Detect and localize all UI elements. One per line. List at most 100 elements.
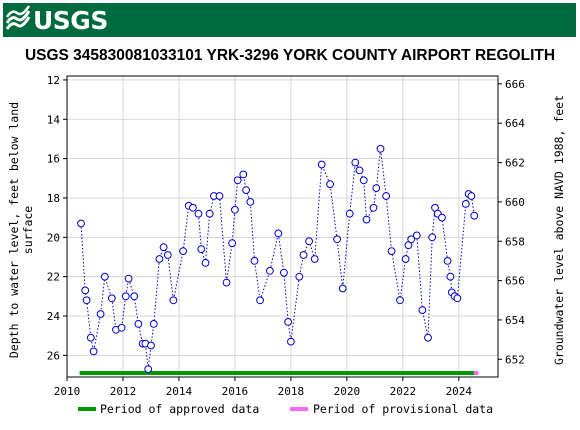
data-point xyxy=(134,320,143,328)
grid-lines xyxy=(66,76,498,377)
y-tick-label-left: 20 xyxy=(47,231,60,244)
y-axis-label-left-line2: surface xyxy=(21,206,35,255)
data-point xyxy=(284,318,293,326)
legend: Period of approved data Period of provisi… xyxy=(78,402,493,416)
y-tick-label-right: 658 xyxy=(505,235,525,248)
x-tick-label: 2020 xyxy=(334,385,361,398)
data-point xyxy=(86,333,95,342)
data-point xyxy=(446,272,455,281)
y-tick-label-right: 652 xyxy=(505,353,525,366)
x-tick-label: 2012 xyxy=(110,385,137,398)
plot-frame xyxy=(66,75,499,378)
data-point xyxy=(461,200,470,208)
chart-title: USGS 345830081033101 YRK-3296 YORK COUNT… xyxy=(25,47,555,64)
data-point xyxy=(159,243,168,252)
data-point xyxy=(81,286,90,295)
data-point xyxy=(239,170,248,179)
data-point xyxy=(438,213,446,222)
data-point xyxy=(215,192,224,200)
data-point xyxy=(382,192,391,200)
data-point xyxy=(407,235,416,244)
data-point xyxy=(179,247,188,256)
data-point xyxy=(310,255,319,263)
data-point xyxy=(147,341,155,350)
data-point xyxy=(362,215,371,224)
x-tick-label: 2016 xyxy=(222,385,249,398)
data-point xyxy=(305,237,314,246)
data-point xyxy=(326,180,335,189)
data-point xyxy=(107,294,116,303)
data-point xyxy=(396,296,404,305)
y-tick-label-right: 664 xyxy=(505,117,525,130)
data-point xyxy=(256,296,265,305)
data-point xyxy=(418,306,427,315)
data-point xyxy=(424,333,432,342)
data-point xyxy=(376,144,385,153)
data-point xyxy=(117,323,126,332)
data-point xyxy=(194,209,203,218)
data-point xyxy=(169,296,178,305)
data-series xyxy=(77,144,479,374)
data-point xyxy=(100,272,109,281)
x-tick-label: 2018 xyxy=(278,385,305,398)
data-point xyxy=(287,337,295,346)
data-point xyxy=(201,259,210,267)
data-point xyxy=(470,211,479,220)
data-point xyxy=(149,320,158,328)
y-tick-label-left: 18 xyxy=(47,192,60,205)
data-point xyxy=(369,203,378,212)
data-point xyxy=(443,257,452,265)
data-point xyxy=(163,251,172,259)
data-point xyxy=(359,176,368,185)
y-tick-label-right: 662 xyxy=(505,157,525,170)
data-point xyxy=(295,272,304,281)
data-point xyxy=(355,166,364,175)
y-axis-label-right: Groundwater level above NAVD 1988, feet xyxy=(552,95,566,365)
data-point xyxy=(155,255,164,263)
usgs-logo[interactable]: USGS xyxy=(3,3,108,37)
data-point xyxy=(401,255,410,263)
data-point xyxy=(412,231,421,240)
data-point xyxy=(222,278,231,287)
series-line xyxy=(80,148,475,370)
data-point xyxy=(345,209,354,218)
data-point xyxy=(317,160,326,169)
legend-label: Period of approved data xyxy=(100,402,259,416)
data-point xyxy=(242,186,251,195)
data-point xyxy=(338,284,347,293)
data-point xyxy=(233,176,242,185)
data-point xyxy=(467,192,476,200)
x-tick-label: 2010 xyxy=(54,385,81,398)
data-point xyxy=(130,292,139,301)
data-point xyxy=(453,294,462,303)
x-tick-label: 2014 xyxy=(166,385,193,398)
data-point xyxy=(205,209,214,218)
data-point xyxy=(77,219,85,228)
usgs-wave-icon xyxy=(5,5,31,30)
y-tick-label-left: 26 xyxy=(47,349,60,362)
data-point xyxy=(144,365,153,374)
data-point xyxy=(299,251,308,259)
y-tick-label-left: 12 xyxy=(47,74,60,87)
data-point xyxy=(274,229,283,238)
data-point xyxy=(266,266,274,275)
y-tick-label-left: 14 xyxy=(47,113,61,126)
data-point xyxy=(246,198,255,206)
data-point xyxy=(372,184,381,193)
data-point xyxy=(89,347,98,356)
usgs-logo-text: USGS xyxy=(33,6,108,35)
usgs-header-bar: USGS xyxy=(3,3,576,37)
data-point xyxy=(124,274,133,283)
data-point xyxy=(82,296,91,305)
y-tick-label-left: 24 xyxy=(47,310,61,323)
data-point xyxy=(250,257,259,265)
data-point xyxy=(228,239,237,248)
y-tick-label-right: 656 xyxy=(505,275,525,288)
data-point xyxy=(428,233,437,242)
y-tick-label-right: 666 xyxy=(505,78,525,91)
data-point xyxy=(231,205,239,214)
data-point xyxy=(121,292,130,301)
x-tick-label: 2022 xyxy=(390,385,417,398)
y-tick-label-right: 654 xyxy=(505,314,525,327)
